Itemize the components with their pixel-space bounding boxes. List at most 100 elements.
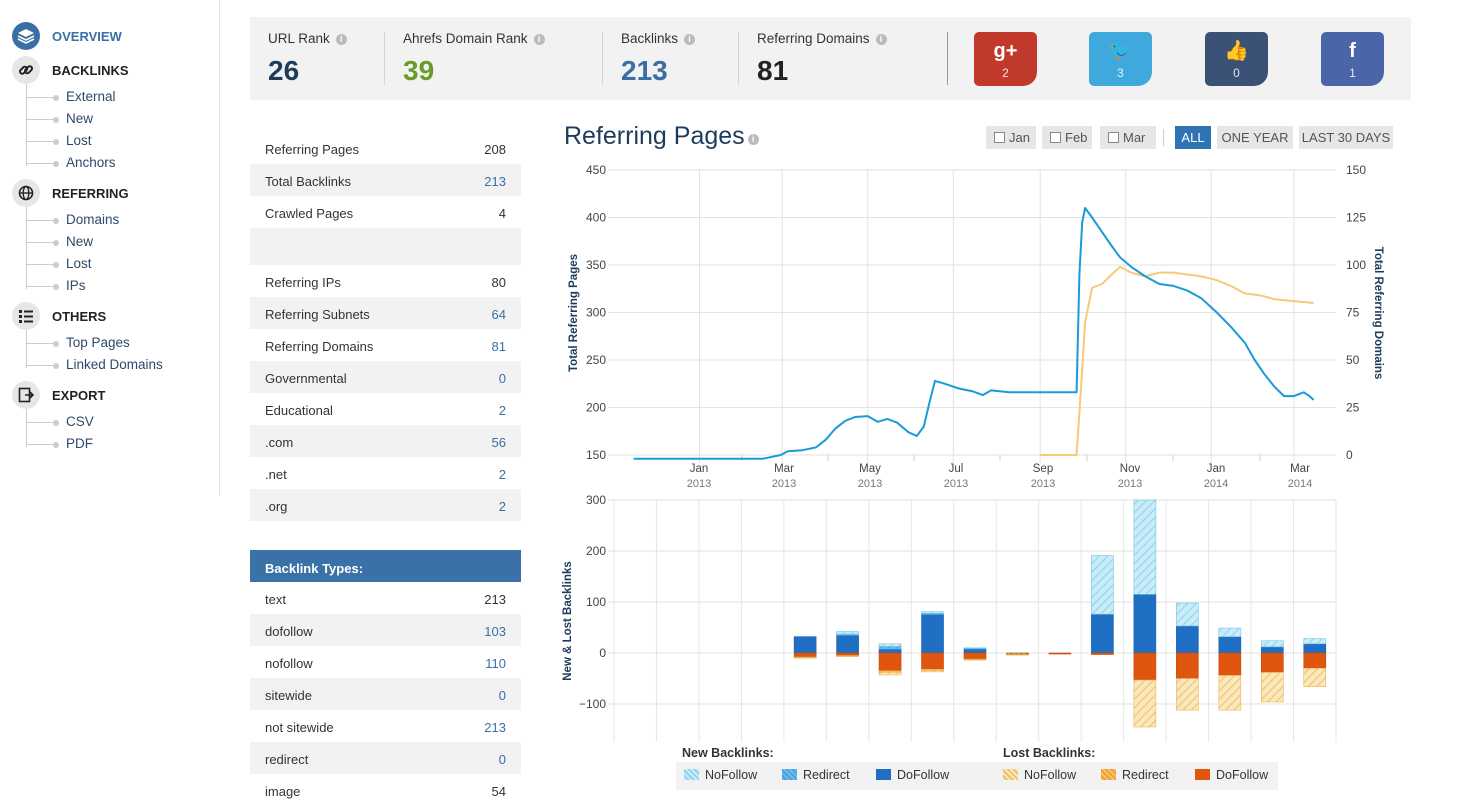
range-last-30-days-button[interactable]: LAST 30 DAYS (1299, 126, 1393, 149)
legend-new-dofollow[interactable]: DoFollow (876, 768, 949, 782)
row-value[interactable]: 103 (484, 624, 506, 639)
row-value[interactable]: 213 (484, 720, 506, 735)
x-tick-year: 2013 (1031, 478, 1055, 490)
row-label: .com (265, 435, 294, 450)
y2-tick-label: 100 (1346, 258, 1366, 272)
y2-axis-title: Total Referring Domains (1372, 247, 1384, 380)
month-filter-jan[interactable]: Jan (986, 126, 1036, 149)
like-button[interactable]: 👍 0 (1205, 32, 1268, 86)
layers-icon[interactable] (12, 22, 40, 50)
legend-lost-redirect[interactable]: Redirect (1101, 768, 1169, 782)
checkbox[interactable] (994, 132, 1005, 143)
sidebar-item-ips[interactable]: IPs (26, 278, 86, 293)
table-row: not sitewide 213 (250, 710, 521, 742)
month-filter-feb[interactable]: Feb (1042, 126, 1092, 149)
legend-new-nofollow[interactable]: NoFollow (684, 768, 757, 782)
sidebar-item-new[interactable]: New (26, 234, 93, 249)
y-tick-label: 200 (586, 544, 606, 558)
table-row: image 54 (250, 774, 521, 806)
twitter-button[interactable]: 🐦 3 (1089, 32, 1152, 86)
row-value[interactable]: 2 (498, 499, 506, 514)
month-filter-label: Mar (1123, 130, 1146, 145)
bar-new-nofollow (1091, 555, 1114, 615)
legend-new-redirect[interactable]: Redirect (782, 768, 850, 782)
range-one-year-button[interactable]: ONE YEAR (1217, 126, 1293, 149)
bar-new-redirect (921, 612, 944, 615)
stat-label-text: Backlinks (621, 31, 679, 46)
month-filter-label: Jan (1009, 130, 1030, 145)
row-value[interactable]: 64 (491, 307, 506, 322)
list-icon[interactable] (12, 302, 40, 330)
row-value[interactable]: 110 (485, 656, 506, 671)
row-value[interactable]: 81 (491, 339, 506, 354)
y-tick-label: 300 (586, 493, 606, 507)
sidebar-item-lost[interactable]: Lost (26, 256, 92, 271)
legend-lost-title: Lost Backlinks: (1003, 746, 1096, 760)
legend-new-title: New Backlinks: (682, 746, 774, 760)
sidebar-heading[interactable]: OTHERS (52, 309, 107, 324)
row-value[interactable]: 213 (484, 174, 506, 189)
row-value[interactable]: 0 (498, 371, 506, 386)
row-label: Educational (265, 403, 333, 418)
row-value[interactable]: 2 (498, 403, 506, 418)
tree-line (26, 330, 27, 368)
link-icon[interactable] (12, 56, 40, 84)
sidebar-item-pdf[interactable]: PDF (26, 436, 93, 451)
month-filter-mar[interactable]: Mar (1100, 126, 1156, 149)
bar-lost-dofollow (878, 652, 902, 672)
y-tick-label: 400 (586, 211, 606, 225)
row-label: redirect (265, 752, 309, 767)
x-tick-month: May (859, 463, 881, 475)
row-value: 80 (491, 275, 506, 290)
bar-new-dofollow (793, 636, 817, 654)
bar-new-dofollow (1133, 594, 1157, 654)
info-icon[interactable]: i (533, 34, 545, 45)
checkbox[interactable] (1108, 132, 1119, 143)
table-row: .org 2 (250, 489, 521, 521)
range-all-button[interactable]: ALL (1175, 126, 1211, 149)
sidebar-item-domains[interactable]: Domains (26, 212, 119, 227)
sidebar-heading[interactable]: EXPORT (52, 388, 106, 403)
sidebar-item-lost[interactable]: Lost (26, 133, 92, 148)
info-icon[interactable]: i (684, 34, 696, 45)
sidebar-item-anchors[interactable]: Anchors (26, 155, 116, 170)
export-icon[interactable] (12, 381, 40, 409)
row-value[interactable]: 2 (498, 467, 506, 482)
legend-label: DoFollow (897, 768, 950, 782)
table-row: text 213 (250, 582, 521, 614)
legend-swatch (1195, 769, 1210, 780)
y-tick-label: 300 (586, 306, 606, 320)
row-value[interactable]: 56 (491, 435, 506, 450)
tree-dot (53, 262, 59, 268)
info-icon[interactable]: i (747, 134, 759, 145)
tree-dot (53, 139, 59, 145)
google-plus-button[interactable]: g+ 2 (974, 32, 1037, 86)
legend-label: DoFollow (1216, 768, 1269, 782)
sidebar-item-external[interactable]: External (26, 89, 116, 104)
bar-lost-dofollow (1091, 652, 1114, 655)
legend-lost-nofollow[interactable]: NoFollow (1003, 768, 1076, 782)
stat-label: Referring Domains i (757, 31, 887, 46)
sidebar-item-top-pages[interactable]: Top Pages (26, 335, 130, 350)
row-value[interactable]: 0 (498, 688, 506, 703)
row-label: .net (265, 467, 287, 482)
info-icon[interactable]: i (875, 34, 887, 45)
globe-icon[interactable] (12, 179, 40, 207)
row-label: text (265, 592, 286, 607)
bar-new-redirect (878, 646, 902, 650)
bar-lost-dofollow (1260, 652, 1284, 673)
sidebar-heading[interactable]: BACKLINKS (52, 63, 129, 78)
sidebar-item-linked-domains[interactable]: Linked Domains (26, 357, 163, 372)
table-row: nofollow 110 (250, 646, 521, 678)
legend-lost-dofollow[interactable]: DoFollow (1195, 768, 1268, 782)
checkbox[interactable] (1050, 132, 1061, 143)
x-tick-month: Mar (1290, 463, 1310, 475)
sidebar-item-new[interactable]: New (26, 111, 93, 126)
y2-tick-label: 150 (1346, 163, 1366, 177)
row-value[interactable]: 0 (498, 752, 506, 767)
sidebar-heading[interactable]: OVERVIEW (52, 29, 122, 44)
info-icon[interactable]: i (335, 34, 347, 45)
sidebar-item-csv[interactable]: CSV (26, 414, 94, 429)
sidebar-heading[interactable]: REFERRING (52, 186, 129, 201)
